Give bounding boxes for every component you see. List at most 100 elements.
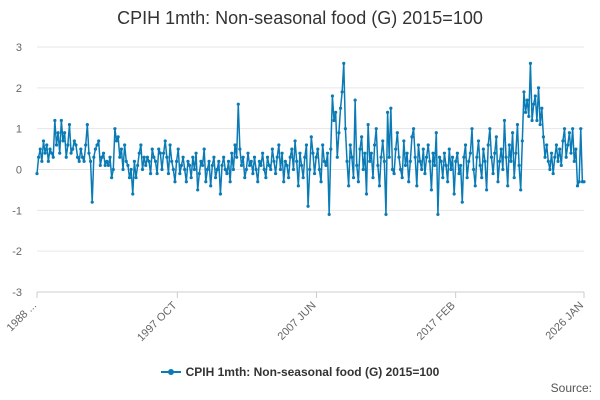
data-point bbox=[75, 155, 80, 159]
data-point bbox=[343, 127, 347, 131]
data-point bbox=[126, 163, 130, 168]
data-point bbox=[340, 90, 344, 94]
data-point bbox=[199, 159, 203, 163]
data-point bbox=[251, 171, 255, 176]
data-point bbox=[528, 61, 533, 65]
data-point bbox=[575, 184, 580, 188]
data-point bbox=[217, 159, 221, 163]
data-point bbox=[506, 184, 510, 188]
data-point bbox=[545, 143, 549, 147]
data-point bbox=[330, 94, 335, 98]
data-point bbox=[572, 159, 576, 163]
data-point bbox=[421, 147, 425, 151]
data-point bbox=[462, 155, 466, 159]
data-point bbox=[189, 176, 193, 180]
legend-swatch bbox=[160, 366, 181, 378]
legend-label: CPIH 1mth: Non-seasonal food (G) 2015=10… bbox=[185, 365, 440, 379]
data-point bbox=[278, 167, 283, 172]
data-point bbox=[574, 147, 578, 151]
data-point bbox=[113, 127, 117, 131]
data-point bbox=[137, 151, 141, 155]
data-point bbox=[436, 212, 440, 217]
axis-layer bbox=[36, 291, 585, 298]
data-point bbox=[536, 86, 541, 90]
data-point bbox=[248, 163, 252, 168]
data-point bbox=[444, 163, 448, 168]
data-point bbox=[147, 159, 151, 163]
data-point bbox=[106, 163, 111, 168]
data-point bbox=[226, 159, 231, 163]
data-point bbox=[564, 155, 568, 159]
data-point bbox=[418, 159, 422, 163]
data-point bbox=[150, 147, 154, 151]
x-tick-label: 1997 OCT bbox=[135, 299, 180, 344]
data-point bbox=[256, 180, 260, 184]
data-point bbox=[236, 102, 240, 106]
data-point bbox=[210, 163, 214, 168]
y-tick-label: 0 bbox=[16, 165, 22, 177]
data-point bbox=[559, 163, 563, 168]
data-point bbox=[171, 167, 175, 172]
data-point bbox=[277, 143, 281, 147]
data-point bbox=[316, 147, 320, 151]
data-point bbox=[48, 147, 52, 151]
data-point bbox=[173, 180, 177, 184]
data-point bbox=[223, 167, 227, 172]
y-tick-label: -3 bbox=[12, 287, 22, 299]
data-point bbox=[170, 159, 174, 163]
data-point bbox=[270, 147, 274, 151]
data-point bbox=[392, 171, 396, 176]
data-point bbox=[98, 163, 102, 168]
data-point bbox=[178, 171, 182, 176]
data-point bbox=[527, 114, 531, 119]
data-point bbox=[90, 200, 94, 204]
data-point bbox=[356, 180, 360, 184]
y-tick-label: -2 bbox=[12, 246, 22, 258]
data-point bbox=[408, 159, 412, 163]
data-point bbox=[447, 147, 451, 151]
data-point bbox=[174, 159, 179, 163]
data-point bbox=[390, 167, 395, 172]
series-layer bbox=[35, 61, 586, 217]
data-point bbox=[361, 167, 365, 172]
data-point bbox=[566, 143, 570, 147]
data-point bbox=[249, 159, 253, 163]
data-point bbox=[312, 171, 317, 176]
data-point bbox=[556, 159, 560, 163]
chart-title: CPIH 1mth: Non-seasonal food (G) 2015=10… bbox=[117, 8, 483, 28]
data-point bbox=[127, 176, 132, 180]
data-point bbox=[538, 122, 542, 127]
data-point bbox=[519, 188, 523, 192]
data-point bbox=[363, 151, 367, 155]
data-point bbox=[509, 159, 513, 163]
data-point bbox=[334, 110, 338, 114]
data-point bbox=[467, 159, 471, 163]
data-point bbox=[394, 147, 398, 151]
data-point bbox=[77, 159, 81, 163]
data-point bbox=[345, 159, 349, 163]
data-point bbox=[405, 151, 409, 155]
data-point bbox=[360, 135, 364, 139]
data-point bbox=[181, 155, 185, 159]
y-tick-label: 3 bbox=[16, 42, 22, 54]
legend[interactable]: CPIH 1mth: Non-seasonal food (G) 2015=10… bbox=[0, 365, 600, 379]
data-point bbox=[291, 167, 296, 172]
data-point bbox=[288, 155, 292, 159]
data-point bbox=[439, 159, 443, 163]
data-point bbox=[231, 167, 235, 172]
data-point bbox=[131, 192, 135, 196]
data-point bbox=[329, 147, 333, 151]
data-point bbox=[567, 131, 571, 135]
data-point bbox=[303, 155, 307, 159]
data-point bbox=[387, 155, 391, 159]
data-point bbox=[139, 143, 143, 147]
data-point bbox=[235, 155, 239, 159]
data-point bbox=[481, 147, 485, 151]
data-point bbox=[309, 135, 313, 139]
data-point bbox=[569, 151, 573, 155]
data-point bbox=[457, 171, 461, 176]
data-point bbox=[324, 163, 328, 168]
data-point bbox=[561, 139, 565, 143]
data-point bbox=[116, 135, 120, 139]
data-point bbox=[58, 151, 62, 155]
